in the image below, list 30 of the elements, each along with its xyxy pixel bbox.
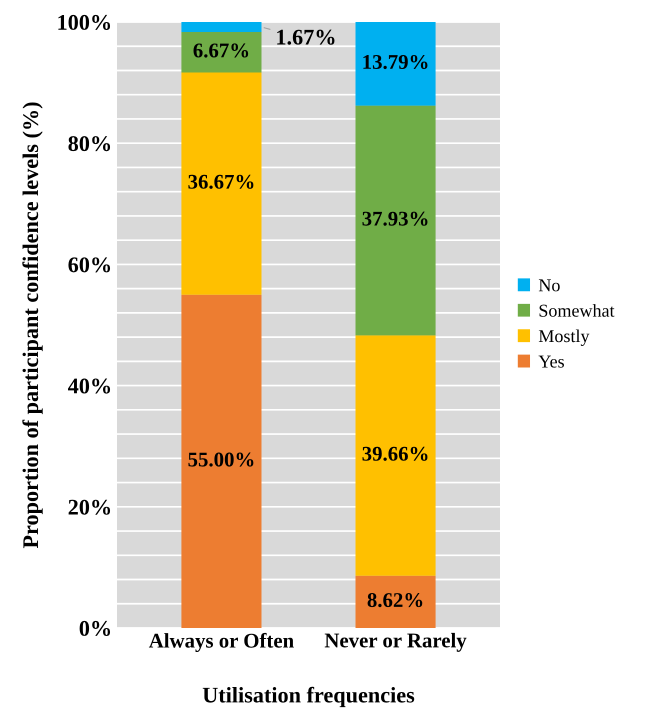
- legend-label: Mostly: [538, 329, 590, 346]
- bar: [356, 22, 436, 106]
- data-label: 8.62%: [368, 593, 422, 608]
- legend-label: Yes: [538, 356, 564, 368]
- data-label: 55.00%: [188, 452, 254, 467]
- bar: [356, 576, 436, 628]
- bar: [181, 32, 262, 72]
- bar: [181, 72, 262, 295]
- data-label: 39.66%: [362, 446, 428, 461]
- data-label: 1.67%: [277, 30, 334, 45]
- bar: [356, 106, 436, 336]
- data-label: 37.93%: [362, 212, 428, 226]
- x-tick-label: Never or Rarely: [324, 632, 467, 652]
- bar: [181, 294, 262, 628]
- y-tick-label: 60%: [68, 257, 110, 272]
- data-label: 36.67%: [188, 174, 254, 189]
- legend-label: Somewhat: [540, 304, 614, 317]
- y-tick-label: 0%: [80, 620, 110, 636]
- data-label: 13.79%: [363, 54, 428, 70]
- x-axis-title: Utilisation frequencies: [202, 686, 414, 708]
- y-axis-title: Proportion of participant confidence levels (%): [22, 102, 43, 548]
- bar: [356, 335, 436, 576]
- y-tick-label: 80%: [68, 136, 110, 152]
- legend-label: No: [538, 279, 560, 292]
- data-label: 6.67%: [194, 43, 248, 58]
- y-tick-label: 100%: [58, 14, 110, 30]
- y-tick-label: 20%: [68, 500, 110, 515]
- bar: [181, 22, 262, 32]
- y-tick-label: 40%: [68, 378, 110, 394]
- x-tick-label: Always or Often: [148, 632, 294, 652]
